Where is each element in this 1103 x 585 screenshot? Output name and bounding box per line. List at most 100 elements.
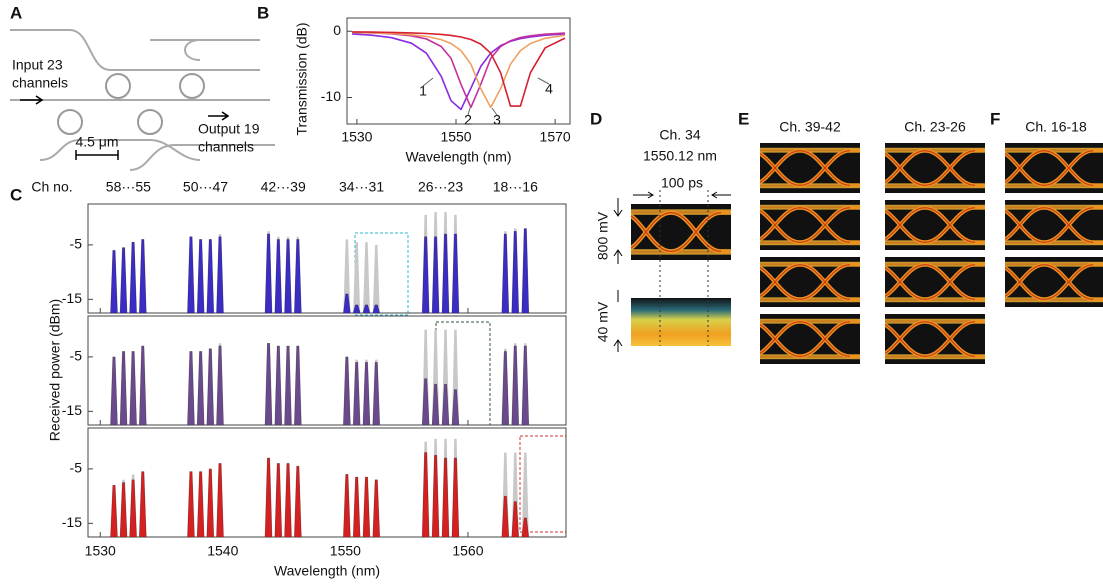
channel-peak [129,241,137,314]
plot-frame [87,203,567,314]
channel-peak [110,484,118,538]
channel-peak [196,351,205,426]
y-axis-label: Received power (dBm) [47,299,63,441]
channel-peak [264,233,273,314]
group-label: 18···16 [493,179,538,195]
channel-peak [521,517,530,538]
transmission-line [351,33,566,111]
panel-label: F [990,109,1000,128]
channel-peak [119,351,128,426]
channel-peak [511,501,520,538]
channel-peak [421,236,430,314]
channel-peak [352,304,361,314]
curve-label: 3 [493,112,501,128]
channel-peak [284,345,292,426]
channel-peak [264,457,273,538]
group-label: 42···39 [261,179,306,195]
y-tick-label: -5 [70,348,83,364]
channel-peak [431,236,440,314]
eye-diagram [885,257,985,307]
y-tick-label: -15 [62,290,82,306]
channel-peak [501,233,510,314]
eye-title: Ch. 34 [659,127,700,143]
panel-label: E [738,109,749,128]
channel-peak [196,239,205,314]
channel-peak [206,468,215,538]
channel-peak [294,239,302,314]
y-tick-label: -5 [70,236,83,252]
channel-peak [451,457,460,538]
channel-peak [451,233,460,314]
channel-peak [129,351,137,426]
channel-peak [206,348,215,426]
eye-diagram [760,143,860,193]
x-axis-label: Wavelength (nm) [405,149,511,165]
channel-peak [372,362,381,426]
scale-label: 4.5 μm [75,134,118,150]
channel-peak [441,457,450,538]
panel-label: A [10,3,22,22]
y-tick-label: -15 [62,402,82,418]
eye-diagram [885,314,985,364]
channel-peak [206,239,215,314]
channel-peak [372,244,380,313]
level-arrows [613,198,623,352]
plot-frame [87,427,567,538]
eye-noise [631,298,731,346]
x-tick-label: 1530 [85,543,116,559]
time-arrows [633,191,731,199]
channel-peak [274,345,283,426]
y-tick-label: -10 [321,88,341,104]
channel-peak [343,356,351,426]
channel-peak [274,463,283,538]
eye-column-title: Ch. 39-42 [779,119,841,135]
channel-peak [264,342,273,426]
panel-label: D [590,109,602,128]
x-tick-label: 1540 [207,543,238,559]
eye-diagram [1005,257,1103,307]
y-axis-label: Transmission (dB) [294,22,310,135]
x-tick-label: 1550 [440,129,471,145]
transmission-line [351,31,566,109]
channel-peak [284,239,292,314]
plot-frame [346,17,571,125]
channel-peak [501,495,510,538]
input-label: Input 23 [12,57,63,73]
output-label: Output 19 [198,121,260,137]
x-axis-label: Wavelength (nm) [274,563,380,579]
eye-diagram [760,314,860,364]
channel-peak [110,250,118,314]
channel-peak [343,293,351,314]
eye-column-title: Ch. 23-26 [904,119,966,135]
channel-peak [187,351,195,426]
channel-peak [521,228,530,314]
y-tick-label: 0 [333,22,341,38]
channel-peak [343,474,351,538]
channel-peak [362,304,371,314]
curve-label: 4 [545,81,553,97]
x-tick-label: 1560 [452,543,483,559]
label-leader [422,77,434,87]
plot-frame [87,315,567,426]
channel-peak [294,345,302,426]
channel-peak [451,389,460,426]
voltage-label: 40 mV [595,301,611,342]
drop-box [354,232,409,316]
channel-peak [521,452,529,537]
channel-peak [284,463,292,538]
channel-peak [294,465,302,538]
voltage-label: 800 mV [595,211,611,260]
channel-peak [196,471,205,538]
channel-peak [521,345,530,426]
eye-column-title: Ch. 16-18 [1025,119,1087,135]
channel-peak [274,239,283,314]
channel-peak [431,454,440,538]
curve-label: 2 [464,112,472,128]
channel-peak [421,378,430,426]
y-tick-label: -15 [62,514,82,530]
x-tick-label: 1530 [341,129,372,145]
channel-label: Ch no. [31,179,72,195]
eye-diagram [621,204,741,260]
time-scale: 100 ps [661,175,703,191]
label-leader [537,77,550,85]
